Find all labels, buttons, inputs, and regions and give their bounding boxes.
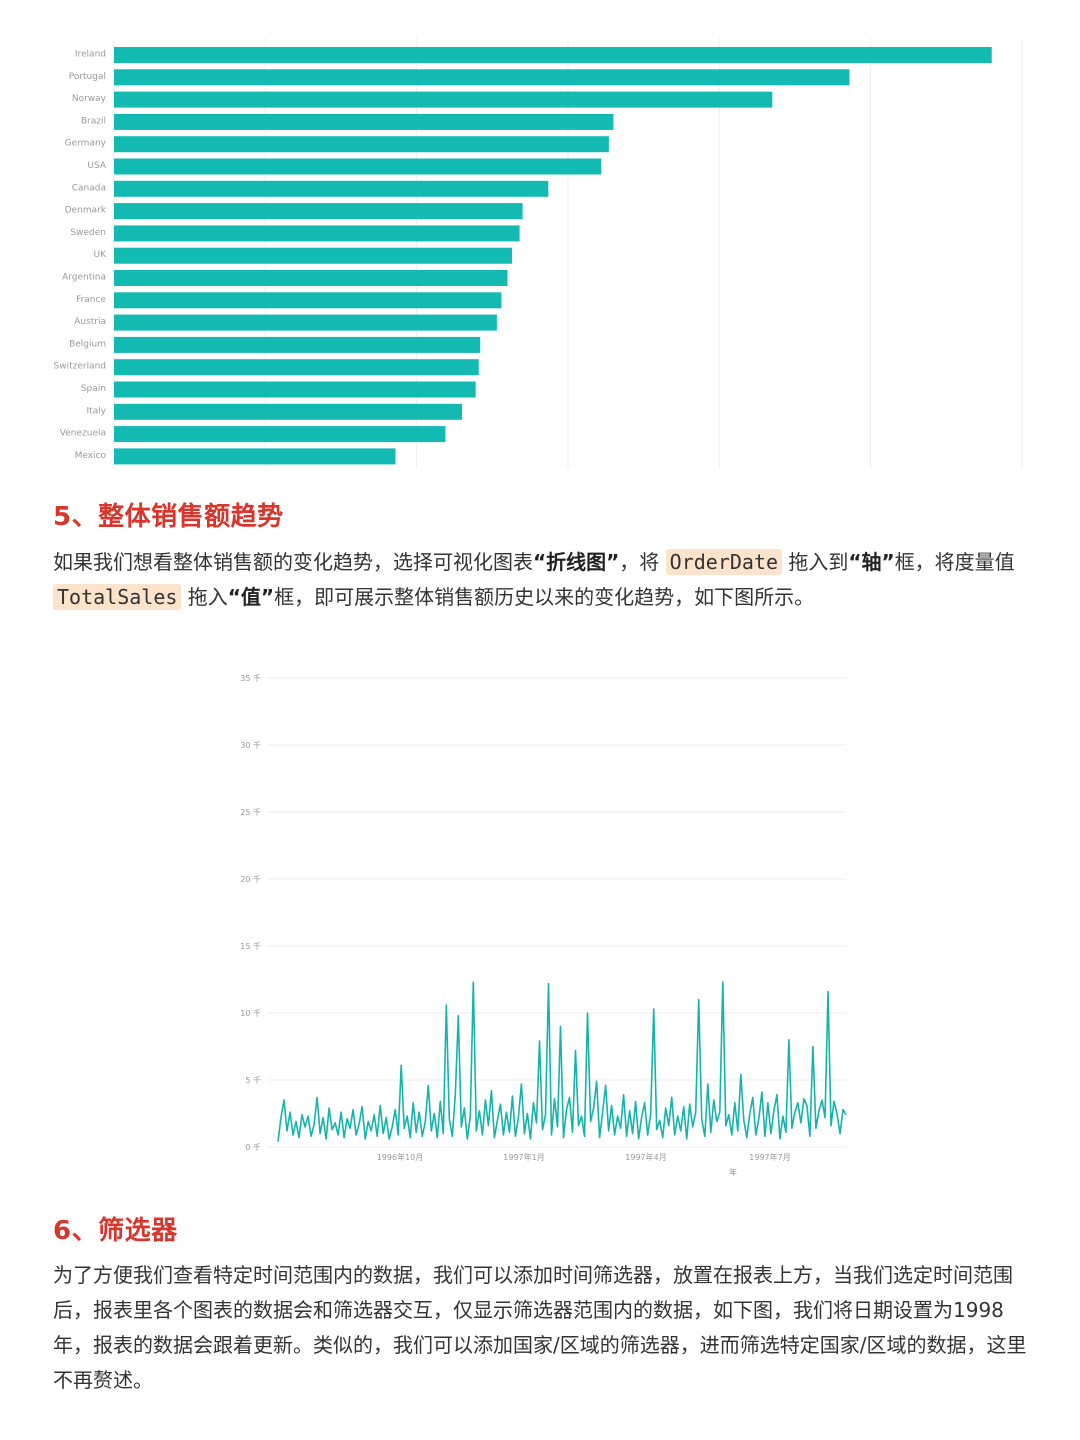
para-text: ，将 xyxy=(619,550,660,574)
bar xyxy=(114,270,508,286)
bar-category-label: Brazil xyxy=(81,116,106,126)
bar xyxy=(114,426,446,443)
para-text: 框，即可展示整体销售额历史以来的变化趋势，如下图所示。 xyxy=(274,585,815,609)
bar xyxy=(114,247,513,264)
value-emphasis: “值” xyxy=(227,585,275,609)
bar xyxy=(114,47,992,63)
y-tick-label: 20 千 xyxy=(240,874,261,884)
bar-category-label: Denmark xyxy=(65,206,107,216)
axis-emphasis: “轴” xyxy=(848,550,895,574)
bar-category-label: Canada xyxy=(72,183,106,193)
x-tick-label: 1997年7月 xyxy=(749,1152,790,1162)
bar-category-label: Venezuela xyxy=(60,429,106,439)
bar-category-label: USA xyxy=(87,161,106,171)
bar xyxy=(114,91,773,108)
section-5-title: 5、整体销售额趋势 xyxy=(53,502,284,532)
field-code-totalsales: TotalSales xyxy=(53,584,182,610)
y-tick-label: 25 千 xyxy=(240,807,261,817)
section-6-title: 6、筛选器 xyxy=(53,1216,178,1246)
y-tick-label: 10 千 xyxy=(240,1008,261,1018)
bar-category-label: Argentina xyxy=(62,273,106,283)
bar xyxy=(114,69,850,86)
bar xyxy=(114,336,481,353)
bar xyxy=(114,225,520,242)
field-code-orderdate: OrderDate xyxy=(665,549,783,575)
chart-type-emphasis: “折线图” xyxy=(533,550,620,574)
bar xyxy=(114,314,497,331)
bar xyxy=(114,292,502,309)
bar-category-label: Italy xyxy=(86,406,106,416)
bar-category-label: Austria xyxy=(74,317,106,327)
bar-category-label: UK xyxy=(94,250,108,260)
section-6-paragraph: 为了方便我们查看特定时间范围内的数据，我们可以添加时间筛选器，放置在报表上方，当… xyxy=(53,1263,1027,1392)
x-tick-label: 1997年1月 xyxy=(503,1152,544,1162)
bar-category-label: Mexico xyxy=(75,451,107,461)
sales-series-line xyxy=(277,981,847,1142)
bar xyxy=(114,359,479,376)
bar xyxy=(114,158,602,175)
bar xyxy=(114,381,476,398)
bar xyxy=(114,403,463,420)
bar-category-label: Norway xyxy=(72,94,107,104)
y-tick-label: 35 千 xyxy=(240,673,261,683)
section-5-paragraph: 如果我们想看整体销售额的变化趋势，选择可视化图表“折线图”，将 OrderDat… xyxy=(53,545,1028,615)
bar-category-label: Portugal xyxy=(69,72,106,82)
bar xyxy=(114,113,614,130)
bar xyxy=(114,448,396,465)
para-text: 拖入 xyxy=(187,585,228,609)
bar-category-label: Switzerland xyxy=(54,362,107,372)
bar-category-label: Belgium xyxy=(69,339,106,349)
bar xyxy=(114,203,523,220)
y-tick-label: 30 千 xyxy=(240,740,261,750)
para-text: 如果我们想看整体销售额的变化趋势，选择可视化图表 xyxy=(53,550,533,574)
y-tick-label: 15 千 xyxy=(240,941,261,951)
bar-category-label: France xyxy=(76,295,106,305)
x-tick-label: 1997年4月 xyxy=(625,1152,666,1162)
bar-category-label: Spain xyxy=(81,384,106,394)
bar-category-label: Ireland xyxy=(75,50,106,60)
x-axis-label: 年 xyxy=(729,1167,737,1177)
bar xyxy=(114,136,609,153)
y-tick-label: 0 千 xyxy=(245,1142,261,1152)
x-tick-label: 1996年10月 xyxy=(377,1152,424,1162)
bar-category-label: Sweden xyxy=(70,228,106,238)
bar-category-label: Germany xyxy=(65,139,107,149)
bar xyxy=(114,180,549,197)
para-text: 拖入到 xyxy=(788,550,849,574)
para-text: 框，将度量值 xyxy=(894,550,1015,574)
y-tick-label: 5 千 xyxy=(245,1075,261,1085)
country-sales-bar-chart: Ireland Portugal Norway Brazil Germany USA Can… xyxy=(54,38,1023,468)
